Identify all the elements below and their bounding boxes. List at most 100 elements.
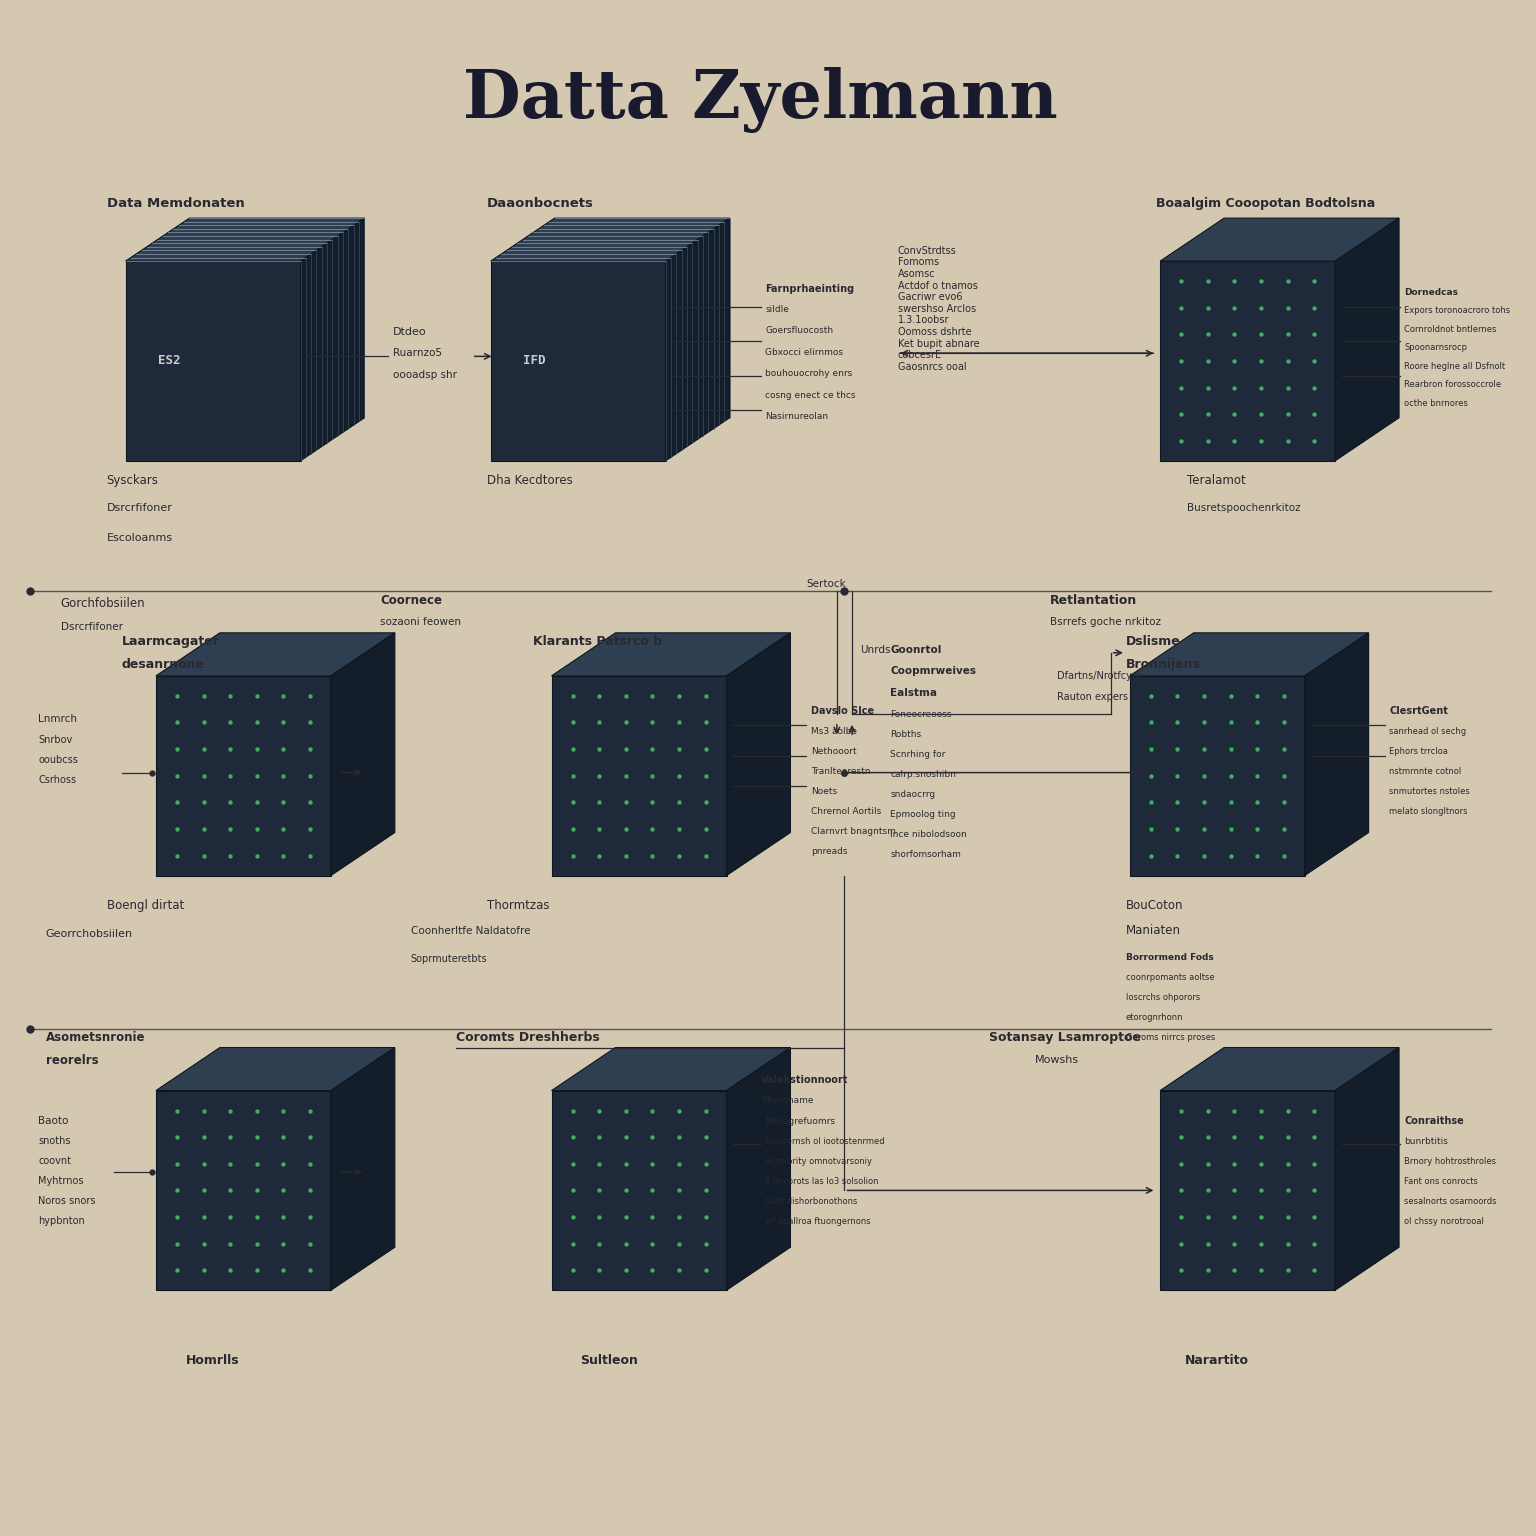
Text: Spoonarnsrocp: Spoonarnsrocp <box>1404 343 1467 352</box>
Polygon shape <box>1130 633 1369 676</box>
Text: Asometsnronie: Asometsnronie <box>46 1031 144 1044</box>
Text: Borrormend Fods: Borrormend Fods <box>1126 952 1213 962</box>
Text: cosng enect ce thcs: cosng enect ce thcs <box>765 390 856 399</box>
Text: Disorernsh ol iootostenrmed: Disorernsh ol iootostenrmed <box>765 1137 885 1146</box>
Polygon shape <box>157 1091 330 1290</box>
Text: Escoloanms: Escoloanms <box>106 533 172 542</box>
Text: Foneocreooss: Foneocreooss <box>889 710 952 719</box>
Text: Coonherltfe Naldatofre: Coonherltfe Naldatofre <box>410 926 530 935</box>
Polygon shape <box>1335 1048 1399 1290</box>
Text: Expors toronoacroro tohs: Expors toronoacroro tohs <box>1404 306 1510 315</box>
Text: Datta Zyelmann: Datta Zyelmann <box>464 68 1058 132</box>
Polygon shape <box>490 218 730 261</box>
Text: Mowshs: Mowshs <box>1035 1055 1078 1064</box>
Text: pnreads: pnreads <box>811 846 848 856</box>
Text: Nasirnureolan: Nasirnureolan <box>765 412 828 421</box>
Text: Homrlls: Homrlls <box>186 1353 240 1367</box>
Text: bath dishorbonothons: bath dishorbonothons <box>765 1197 857 1206</box>
Text: Valakstionnoort: Valakstionnoort <box>760 1075 848 1084</box>
Text: Scnrhing for: Scnrhing for <box>889 750 946 759</box>
Text: Epmoolog ting: Epmoolog ting <box>889 809 955 819</box>
Text: Laarmcagater: Laarmcagater <box>121 634 220 648</box>
Text: Gorchfobsiilen: Gorchfobsiilen <box>61 596 146 610</box>
Polygon shape <box>551 676 727 876</box>
Polygon shape <box>551 1048 791 1091</box>
Text: snmutortes nstoles: snmutortes nstoles <box>1389 786 1470 796</box>
Text: Retlantation: Retlantation <box>1051 593 1137 607</box>
Polygon shape <box>551 633 791 676</box>
Text: Goersfluocosth: Goersfluocosth <box>765 326 834 335</box>
Text: hypbnton: hypbnton <box>38 1217 84 1226</box>
Text: ol chssy norotrooal: ol chssy norotrooal <box>1404 1217 1484 1226</box>
Polygon shape <box>1335 218 1399 461</box>
Text: Ince nibolodsoon: Ince nibolodsoon <box>889 829 966 839</box>
Text: Baoto: Baoto <box>38 1117 69 1126</box>
Text: Ms3 aolbe: Ms3 aolbe <box>811 727 857 736</box>
Text: Dha Kecdtores: Dha Kecdtores <box>487 473 573 487</box>
Text: Mesagrefuomrs: Mesagrefuomrs <box>765 1117 836 1126</box>
Text: Ruarnzo5: Ruarnzo5 <box>393 349 441 358</box>
Text: BouCoton: BouCoton <box>1126 899 1183 912</box>
Text: oooadsp shr: oooadsp shr <box>393 370 456 379</box>
Text: ooubcss: ooubcss <box>38 756 78 765</box>
Polygon shape <box>330 633 395 876</box>
Polygon shape <box>330 1048 395 1290</box>
Text: Mloooname: Mloooname <box>760 1095 813 1104</box>
Text: Coornece: Coornece <box>381 593 442 607</box>
Text: shorfomsorham: shorfomsorham <box>889 849 962 859</box>
Text: octhe bnrnores: octhe bnrnores <box>1404 398 1468 407</box>
Text: Klarants Patsrco b: Klarants Patsrco b <box>533 634 662 648</box>
Text: Dsrcrfifoner: Dsrcrfifoner <box>61 622 123 631</box>
Text: Myhtrnos: Myhtrnos <box>38 1177 83 1186</box>
Text: Chrernol Aortils: Chrernol Aortils <box>811 806 882 816</box>
Text: Brnory hohtrosthroles: Brnory hohtrosthroles <box>1404 1157 1496 1166</box>
Text: Dfartns/Nrotfcyra: Dfartns/Nrotfcyra <box>1057 671 1143 680</box>
Text: Fant ons conrocts: Fant ons conrocts <box>1404 1177 1478 1186</box>
Text: Robths: Robths <box>889 730 922 739</box>
Text: Coromts Dreshherbs: Coromts Dreshherbs <box>456 1031 601 1044</box>
Polygon shape <box>126 218 364 261</box>
Text: Soprmuteretbts: Soprmuteretbts <box>410 954 487 963</box>
Text: srf ocallroa ftuongernons: srf ocallroa ftuongernons <box>765 1217 871 1226</box>
Text: Maniaten: Maniaten <box>1126 923 1181 937</box>
Text: Daaonbocnets: Daaonbocnets <box>487 197 594 210</box>
Text: Dsrcrfifoner: Dsrcrfifoner <box>106 504 172 513</box>
Text: sozaoni feowen: sozaoni feowen <box>381 617 461 627</box>
Text: Clarnvrt bnagntsm: Clarnvrt bnagntsm <box>811 826 895 836</box>
Polygon shape <box>157 1048 395 1091</box>
Polygon shape <box>1160 261 1335 461</box>
Text: calrp.snoshibn: calrp.snoshibn <box>889 770 955 779</box>
Text: ES2: ES2 <box>158 355 181 367</box>
Polygon shape <box>1304 633 1369 876</box>
Polygon shape <box>126 261 301 461</box>
Text: coonrpomants aoltse: coonrpomants aoltse <box>1126 972 1215 982</box>
Polygon shape <box>157 676 330 876</box>
Text: Snrbov: Snrbov <box>38 736 72 745</box>
Text: Davslo Slce: Davslo Slce <box>811 707 874 716</box>
Text: Ephors trrcloa: Ephors trrcloa <box>1389 746 1448 756</box>
Text: Teralamot: Teralamot <box>1187 473 1246 487</box>
Text: etorognrhonn: etorognrhonn <box>1126 1012 1183 1021</box>
Polygon shape <box>727 1048 791 1290</box>
Text: Farnprhaeinting: Farnprhaeinting <box>765 284 854 293</box>
Text: Thormtzas: Thormtzas <box>487 899 550 912</box>
Text: Coopmrweives: Coopmrweives <box>889 667 975 676</box>
Text: reorelrs: reorelrs <box>46 1054 98 1068</box>
Text: Bronnijens: Bronnijens <box>1126 657 1201 671</box>
Text: Georrchobsiilen: Georrchobsiilen <box>46 929 132 938</box>
Polygon shape <box>551 1091 727 1290</box>
Text: Noets: Noets <box>811 786 837 796</box>
Text: Dtdeo: Dtdeo <box>393 327 425 336</box>
Text: nstmrnnte cotnol: nstmrnnte cotnol <box>1389 766 1461 776</box>
Text: Sertock: Sertock <box>806 579 846 588</box>
Text: loscrchs ohporors: loscrchs ohporors <box>1126 992 1200 1001</box>
Text: Narartito: Narartito <box>1186 1353 1249 1367</box>
Text: Rauton expers: Rauton expers <box>1057 693 1129 702</box>
Text: Boengl dirtat: Boengl dirtat <box>106 899 184 912</box>
Text: Sysckars: Sysckars <box>106 473 158 487</box>
Polygon shape <box>1160 1091 1335 1290</box>
Polygon shape <box>301 218 364 461</box>
Text: snoths: snoths <box>38 1137 71 1146</box>
Text: Goroms nirrcs proses: Goroms nirrcs proses <box>1126 1032 1215 1041</box>
Polygon shape <box>1130 676 1304 876</box>
